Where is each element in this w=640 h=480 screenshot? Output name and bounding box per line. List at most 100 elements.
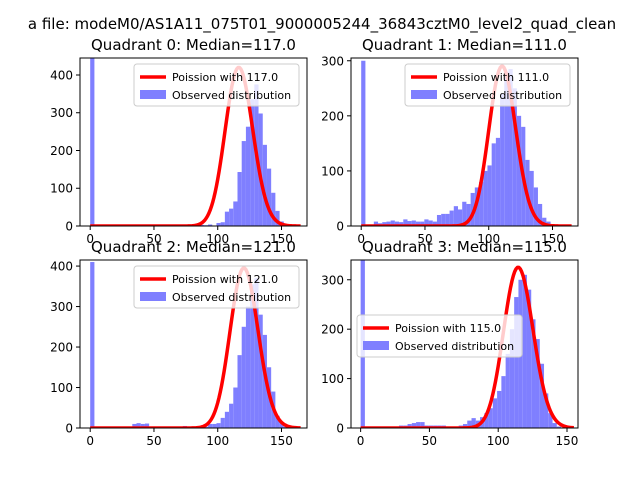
hist-bar <box>407 424 412 428</box>
hist-bar <box>556 426 562 428</box>
hist-bar <box>466 203 471 226</box>
y-tick-label: 400 <box>50 260 73 274</box>
hist-bar <box>224 411 230 428</box>
hist-bar <box>436 214 442 226</box>
hist-bar <box>275 415 280 428</box>
quadrant-panel-1: 0 50 100 150 0 100 200 300 Quadrant 1: Median=11… <box>321 36 579 246</box>
hist-bar <box>90 262 95 428</box>
hist-bar <box>279 423 284 428</box>
hist-bar <box>504 71 509 226</box>
hist-bar <box>403 219 408 226</box>
legend-bar-swatch <box>140 90 166 99</box>
quadrant-panel-3: 0 50 100 150 0 100 200 300 Quadrant 3: Median=11… <box>321 238 579 448</box>
legend-bar-swatch <box>140 292 166 301</box>
y-tick-label: 200 <box>50 341 73 355</box>
axes-frame <box>350 57 579 227</box>
legend-bar-swatch <box>363 341 389 350</box>
hist-bar <box>394 221 400 226</box>
hist-bar <box>373 221 379 226</box>
hist-bar <box>390 220 395 226</box>
y-tick-label: 100 <box>50 182 73 196</box>
hist-bar <box>445 213 450 226</box>
hist-bar <box>484 413 489 428</box>
hist-bar <box>233 387 238 428</box>
hist-bar <box>212 423 217 428</box>
hist-bar <box>415 221 421 226</box>
hist-bar <box>136 423 141 428</box>
quadrant-panel-0: 0 50 100 150 0 100 200 300 400 Quadrant 0: Median… <box>50 36 308 246</box>
hist-bar <box>199 224 204 226</box>
panel-title: Quadrant 0: Median=117.0 <box>91 36 296 54</box>
hist-bar <box>495 137 501 226</box>
x-tick-label: 150 <box>556 434 579 448</box>
legend-box <box>133 265 300 309</box>
hist-bar <box>505 353 510 428</box>
legend-box <box>356 314 523 358</box>
legend-curve-label: Poission with 117.0 <box>172 71 278 84</box>
hist-bar <box>508 69 513 226</box>
hist-bar <box>457 209 463 226</box>
hist-bar <box>241 141 246 226</box>
poisson-curve <box>360 64 573 226</box>
hist-bar <box>526 289 532 428</box>
x-tick-label: 150 <box>270 232 293 246</box>
hist-bar <box>250 99 255 226</box>
hist-bar <box>420 221 425 226</box>
hist-bar <box>453 206 458 226</box>
legend: Poission with 115.0 Observed distribution <box>356 314 523 358</box>
hist-bar <box>539 363 545 428</box>
y-tick-label: 300 <box>321 273 344 287</box>
panel-title: Quadrant 3: Median=115.0 <box>362 238 567 256</box>
hist-bar <box>241 326 246 428</box>
hist-bar <box>132 423 137 428</box>
hist-bar <box>497 390 502 428</box>
hist-bar <box>428 220 433 226</box>
hist-bar <box>488 408 493 428</box>
hist-bar <box>491 143 496 226</box>
x-tick-label: 150 <box>541 232 564 246</box>
legend-curve-label: Poission with 115.0 <box>395 322 501 335</box>
hist-bar <box>514 297 519 428</box>
hist-bar <box>275 210 280 226</box>
hist-bar <box>487 165 492 226</box>
x-tick-label: 0 <box>357 434 365 448</box>
y-tick-label: 0 <box>65 422 73 436</box>
hist-bar <box>411 423 417 428</box>
axes-frame <box>350 259 579 429</box>
hist-bar <box>220 222 225 226</box>
y-tick-label: 0 <box>336 220 344 234</box>
hist-bar <box>471 418 476 428</box>
hist-bar <box>250 284 255 428</box>
hist-bar <box>262 144 267 226</box>
hist-bar <box>203 426 209 428</box>
hist-bar <box>245 306 251 428</box>
hist-bar <box>420 422 425 428</box>
x-tick-label: 100 <box>206 232 229 246</box>
hist-bar <box>361 60 366 226</box>
hist-bar <box>535 339 540 428</box>
hist-bar <box>229 208 234 226</box>
legend-bar-label: Observed distribution <box>172 89 291 102</box>
y-tick-label: 100 <box>50 381 73 395</box>
y-tick-label: 0 <box>336 422 344 436</box>
hist-bar <box>386 221 391 226</box>
hist-bar <box>283 426 288 428</box>
x-tick-label: 0 <box>357 232 365 246</box>
hist-bar <box>411 220 416 226</box>
hist-bar <box>208 224 213 226</box>
y-tick-label: 100 <box>321 164 344 178</box>
hist-bar <box>271 192 276 226</box>
legend-bar-label: Observed distribution <box>395 340 514 353</box>
hist-bar <box>533 187 538 226</box>
poisson-curve <box>89 65 302 226</box>
hist-bar <box>501 376 506 428</box>
histogram-bars <box>361 60 559 226</box>
y-tick-label: 100 <box>321 372 344 386</box>
x-tick-label: 100 <box>477 232 500 246</box>
hist-bar <box>208 423 213 428</box>
hist-bar <box>441 213 446 226</box>
y-tick-label: 300 <box>50 106 73 120</box>
hist-bar <box>537 203 543 226</box>
hist-bar <box>237 172 242 226</box>
